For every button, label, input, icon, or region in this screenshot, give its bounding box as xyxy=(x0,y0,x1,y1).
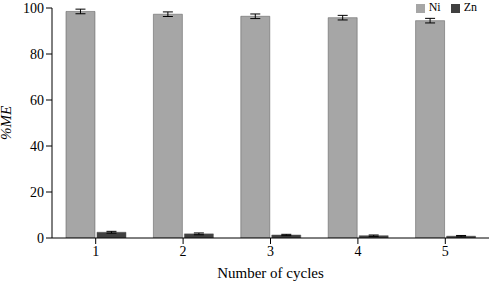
svg-text:4: 4 xyxy=(354,244,361,259)
svg-text:20: 20 xyxy=(30,185,44,200)
svg-text:Number of cycles: Number of cycles xyxy=(217,265,324,281)
svg-text:5: 5 xyxy=(442,244,449,259)
svg-text:3: 3 xyxy=(267,244,274,259)
html-text:Ni: Ni xyxy=(428,0,441,14)
svg-text:1: 1 xyxy=(92,244,99,259)
svg-text:%ME: %ME xyxy=(8,106,14,140)
html-text:Zn: Zn xyxy=(463,0,477,14)
svg-text:2: 2 xyxy=(180,244,187,259)
svg-text:100: 100 xyxy=(23,1,44,16)
svg-text:40: 40 xyxy=(30,139,44,154)
svg-text:60: 60 xyxy=(30,93,44,108)
svg-text:80: 80 xyxy=(30,47,44,62)
svg-text:0: 0 xyxy=(37,231,44,246)
